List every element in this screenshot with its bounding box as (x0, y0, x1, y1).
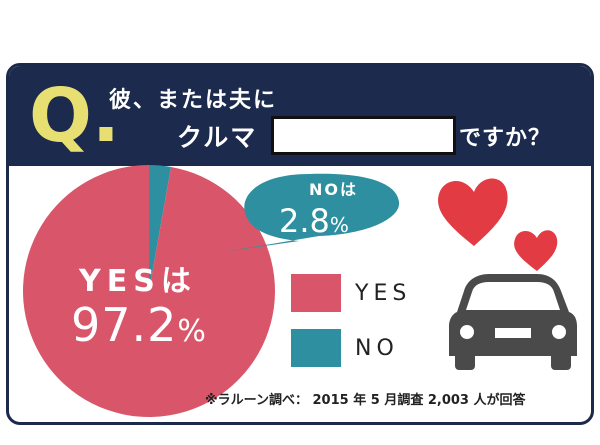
no-bubble (223, 173, 400, 252)
no-slice-value: 2.8% (279, 202, 349, 240)
yes-slice-label: YESは (79, 264, 197, 299)
car-plate (495, 328, 531, 338)
infographic-card: Q. 彼、または夫に クルマ ですか？ YESは 97.2% NOは 2.8% … (6, 63, 594, 425)
pie-slice-yes (23, 165, 276, 417)
redaction-box (271, 116, 456, 155)
question-line3: ですか？ (459, 126, 552, 151)
no-slice-label: NOは (309, 180, 358, 199)
source-footnote: ※ラルーン調べ： 2015 年 5 月調査 2,003 人が回答 (205, 393, 526, 408)
chart-svg (23, 165, 577, 417)
legend-swatch-yes (291, 274, 341, 312)
heart-small-icon (514, 230, 558, 271)
pie-slice-no (149, 165, 172, 291)
q-letter: Q. (29, 73, 121, 159)
heart-large-icon (438, 178, 508, 246)
legend-label-yes: YES (355, 281, 412, 306)
car-headlight-right (552, 325, 566, 339)
legend-swatch-no (291, 329, 341, 367)
question-line1: 彼、または夫に (109, 88, 278, 113)
car-windshield (466, 282, 560, 310)
question-header: Q. 彼、または夫に クルマ ですか？ (9, 66, 591, 166)
yes-slice-value: 97.2% (71, 298, 207, 352)
question-line2: クルマ (177, 123, 258, 152)
pie-chart (23, 165, 276, 417)
legend-label-no: NO (355, 336, 399, 361)
car-headlight-left (460, 325, 474, 339)
